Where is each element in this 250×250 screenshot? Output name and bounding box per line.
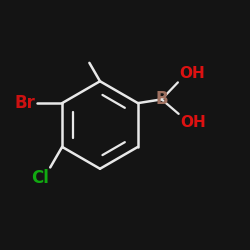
Text: Br: Br [15, 94, 36, 112]
Text: OH: OH [180, 115, 206, 130]
Text: B: B [155, 90, 168, 108]
Text: OH: OH [179, 66, 205, 81]
Text: Cl: Cl [31, 169, 49, 187]
